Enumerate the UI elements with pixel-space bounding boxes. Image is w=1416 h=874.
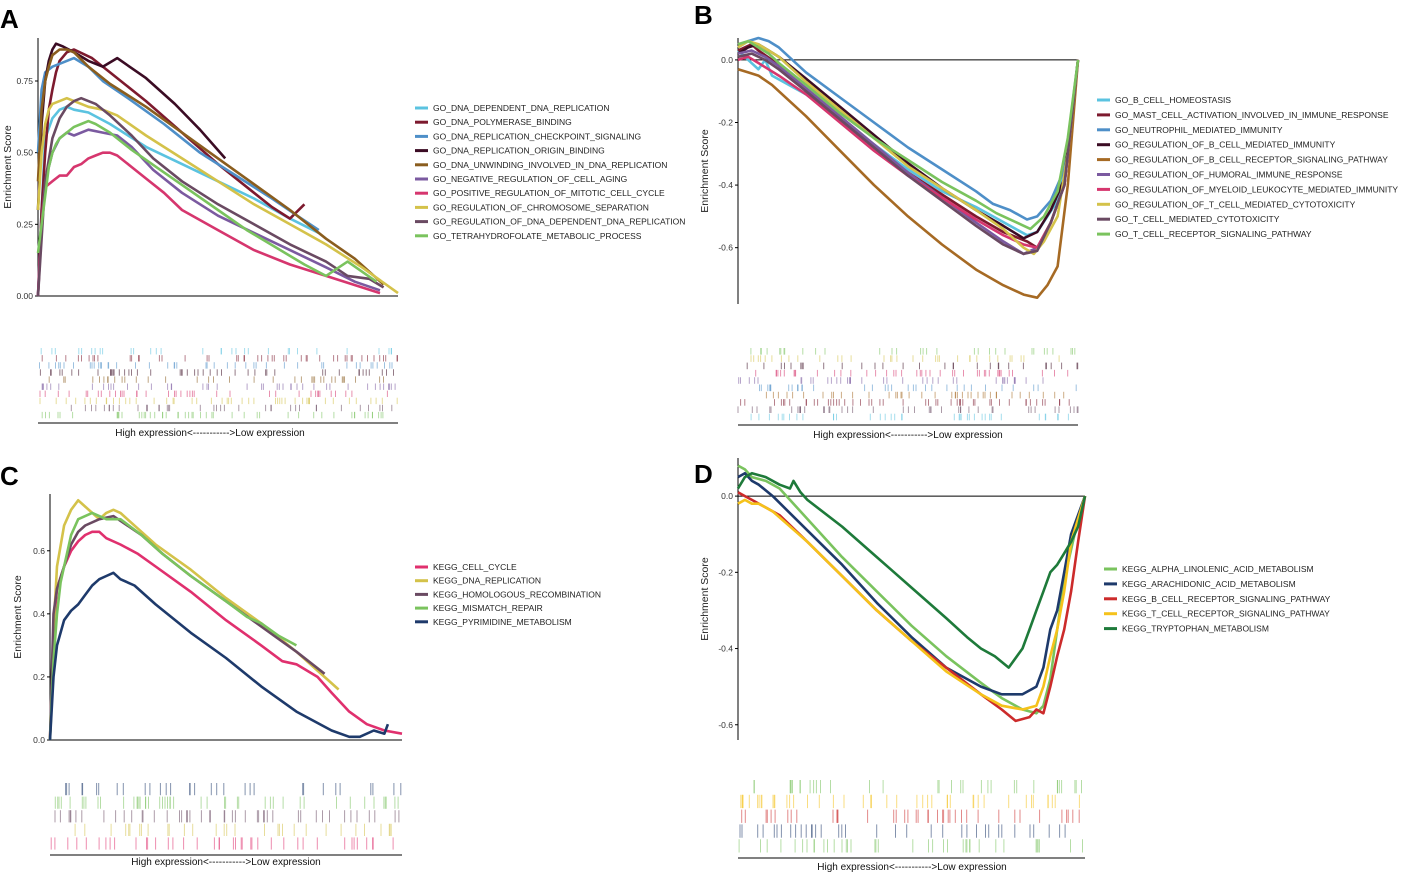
legend-label: GO_DNA_UNWINDING_INVOLVED_IN_DNA_REPLICA… [433,160,667,170]
y-axis-title: Enrichment Score [2,125,14,209]
y-tick-label: 0.25 [16,219,33,229]
y-tick-label: 0.6 [33,546,45,556]
series-line-kegg-alpha-linolenic-acid-metabolism [737,464,1087,715]
series-line-go-regulation-of-humoral-immune-response [737,49,1080,256]
y-tick-label: -0.6 [718,243,733,253]
legend-label: GO_DNA_REPLICATION_ORIGIN_BINDING [433,146,605,156]
panel-letter: D [694,459,713,489]
y-tick-label: -0.6 [718,720,733,730]
legend-label: KEGG_CELL_CYCLE [433,562,517,572]
legend-label: GO_REGULATION_OF_HUMORAL_IMMUNE_RESPONSE [1115,170,1343,180]
legend-label: GO_B_CELL_HOMEOSTASIS [1115,95,1231,105]
legend: KEGG_ALPHA_LINOLENIC_ACID_METABOLISM KEGG… [1104,564,1331,634]
x-axis-title: High expression<----------->Low expressi… [817,862,1007,873]
legend-label: KEGG_B_CELL_RECEPTOR_SIGNALING_PATHWAY [1122,594,1331,604]
legend-label: KEGG_ARACHIDONIC_ACID_METABOLISM [1122,579,1296,589]
legend-label: KEGG_MISMATCH_REPAIR [433,603,543,613]
legend-label: GO_NEUTROPHIL_MEDIATED_IMMUNITY [1115,125,1283,135]
series-line-go-tetrahydrofolate-metabolic-process [36,119,378,283]
legend-label: GO_REGULATION_OF_B_CELL_MEDIATED_IMMUNIT… [1115,140,1336,150]
legend-label: GO_DNA_DEPENDENT_DNA_REPLICATION [433,103,610,113]
series-line-go-positive-regulation-of-mitotic-cell-cycle [36,151,381,297]
legend-label: GO_REGULATION_OF_T_CELL_MEDIATED_CYTOTOX… [1115,199,1356,209]
series-line-go-regulation-of-b-cell-receptor-signaling-pathway [737,59,1080,300]
series-line-go-dna-unwinding-involved-in-dna-replication [36,48,385,286]
series-line-go-neutrophil-mediated-immunity [737,36,1080,221]
legend-label: GO_MAST_CELL_ACTIVATION_INVOLVED_IN_IMMU… [1115,110,1389,120]
y-axis-title: Enrichment Score [699,557,711,641]
panel-letter: C [0,461,19,491]
y-tick-label: 0.0 [33,735,45,745]
legend-label: KEGG_HOMOLOGOUS_RECOMBINATION [433,589,601,599]
legend: KEGG_CELL_CYCLE KEGG_DNA_REPLICATION KEGG_… [415,562,601,627]
legend: GO_DNA_DEPENDENT_DNA_REPLICATION GO_DNA_P… [415,103,685,241]
x-axis-title: High expression<----------->Low expressi… [115,428,305,439]
legend-label: KEGG_TRYPTOPHAN_METABOLISM [1122,624,1269,634]
series-line-go-t-cell-receptor-signaling-pathway [737,39,1080,231]
legend-label: GO_T_CELL_RECEPTOR_SIGNALING_PATHWAY [1115,229,1312,239]
y-tick-label: 0.0 [721,491,733,501]
legend-label: GO_REGULATION_OF_CHROMOSOME_SEPARATION [433,202,649,212]
legend-label: KEGG_DNA_REPLICATION [433,576,541,586]
legend-label: GO_REGULATION_OF_DNA_DEPENDENT_DNA_REPLI… [433,217,685,227]
series-line-kegg-mismatch-repair [48,511,298,741]
legend-label: GO_TETRAHYDROFOLATE_METABOLIC_PROCESS [433,231,642,241]
legend-label: GO_POSITIVE_REGULATION_OF_MITOTIC_CELL_C… [433,188,665,198]
series-line-go-regulation-of-t-cell-mediated-cytotoxicity [737,39,1080,256]
series-line-kegg-pyrimidine-metabolism [48,571,390,741]
legend-label: GO_DNA_REPLICATION_CHECKPOINT_SIGNALING [433,131,641,141]
rug-plot [39,348,398,419]
x-axis-title: High expression<----------->Low expressi… [813,430,1003,441]
legend-label: KEGG_ALPHA_LINOLENIC_ACID_METABOLISM [1122,564,1314,574]
y-tick-label: 0.75 [16,76,33,86]
y-axis-title: Enrichment Score [12,575,24,659]
legend-label: KEGG_T_CELL_RECEPTOR_SIGNALING_PATHWAY [1122,609,1330,619]
x-axis-title: High expression<----------->Low expressi… [131,857,321,868]
y-tick-label: 0.2 [33,672,45,682]
panel-d: D 0.0 -0.2 -0.4 -0.6 Enrichment Score High exp… [694,458,1331,873]
panel-letter: A [0,4,19,34]
rug-plot [50,783,402,850]
y-tick-label: 0.4 [33,609,45,619]
legend-label: GO_NEGATIVE_REGULATION_OF_CELL_AGING [433,174,627,184]
legend-label: GO_REGULATION_OF_B_CELL_RECEPTOR_SIGNALI… [1115,155,1388,165]
legend-label: GO_T_CELL_MEDIATED_CYTOTOXICITY [1115,214,1280,224]
y-tick-label: -0.4 [718,180,733,190]
rug-plot [738,780,1083,853]
series-line-kegg-dna-replication [48,498,340,741]
series-line-go-dna-replication-checkpoint-signaling [36,56,320,232]
series-line-go-regulation-of-dna-dependent-dna-replication [36,96,385,297]
legend: GO_B_CELL_HOMEOSTASIS GO_MAST_CELL_ACTIVA… [1097,95,1398,239]
y-tick-label: -0.4 [718,644,733,654]
panel-letter: B [694,0,713,30]
series-line-go-t-cell-mediated-cytotoxicity [737,52,1080,256]
series-line-kegg-tryptophan-metabolism [736,471,1087,669]
y-axis-title: Enrichment Score [699,129,711,213]
y-tick-label: -0.2 [718,567,733,577]
series-line-kegg-arachidonic-acid-metabolism [737,471,1087,696]
panel-c: C 0.0 0.2 0.4 0.6 Enrichment Score High expres… [0,461,601,868]
y-tick-label: 0.0 [721,55,733,65]
y-tick-label: -0.2 [718,117,733,127]
series-line-kegg-cell-cycle [48,530,403,741]
rug-plot [737,348,1079,421]
y-tick-label: 0.50 [16,148,33,158]
panel-a: A 0.00 0.25 0.50 0.75 Enrichment Score High ex… [0,4,685,439]
legend-label: GO_REGULATION_OF_MYELOID_LEUKOCYTE_MEDIA… [1115,184,1398,194]
legend-label: GO_DNA_POLYMERASE_BINDING [433,117,572,127]
y-tick-label: 0.00 [16,291,33,301]
series-line-kegg-t-cell-receptor-signaling-pathway [737,495,1087,711]
series-line-kegg-homologous-recombination [48,514,326,741]
panel-b: B 0.0 -0.2 -0.4 -0.6 Enrichment Score High exp… [694,0,1398,441]
legend-label: KEGG_PYRIMIDINE_METABOLISM [433,617,572,627]
